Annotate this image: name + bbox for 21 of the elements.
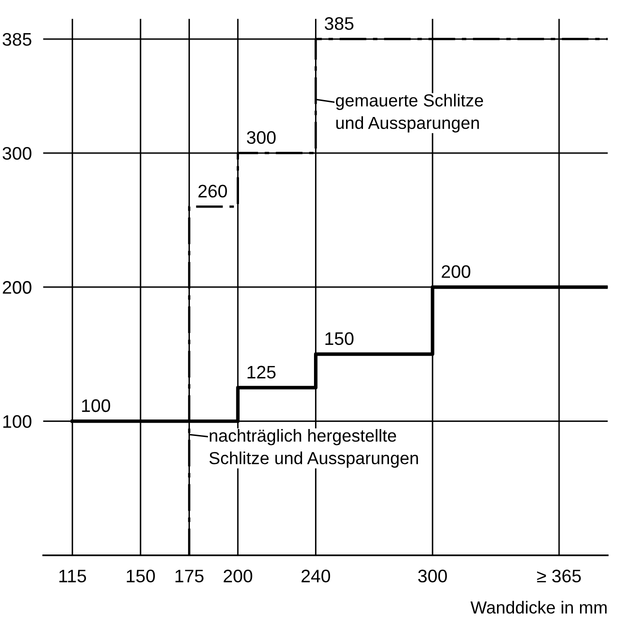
x-tick-label: 150	[126, 570, 155, 582]
data-label: 385	[324, 17, 354, 30]
y-tick-label: 300	[2, 146, 32, 160]
data-label: 125	[248, 366, 276, 379]
data-label: 150	[325, 332, 354, 346]
y-tick-label: 100	[3, 415, 32, 428]
x-tick-label: 300	[418, 570, 447, 582]
annotation: nachträglich hergestellte Schlitze und Aussparungen	[209, 429, 418, 468]
y-tick-label: 200	[2, 281, 32, 294]
y-tick-label: 385	[2, 32, 32, 46]
data-label: 200	[442, 265, 470, 278]
x-tick-label: 115	[59, 570, 86, 582]
x-tick-label: ≥ 365	[537, 570, 581, 582]
data-label: 260	[198, 184, 227, 198]
data-label: 100	[82, 399, 110, 412]
x-axis-title: Wanddicke in mm	[470, 600, 607, 614]
x-tick-label: 240	[302, 570, 330, 582]
x-tick-label: 175	[176, 570, 204, 582]
data-label: 300	[246, 131, 276, 144]
x-tick-label: 200	[224, 570, 252, 582]
annotation: gemauerte Schlitze und Aussparungen	[336, 94, 484, 132]
